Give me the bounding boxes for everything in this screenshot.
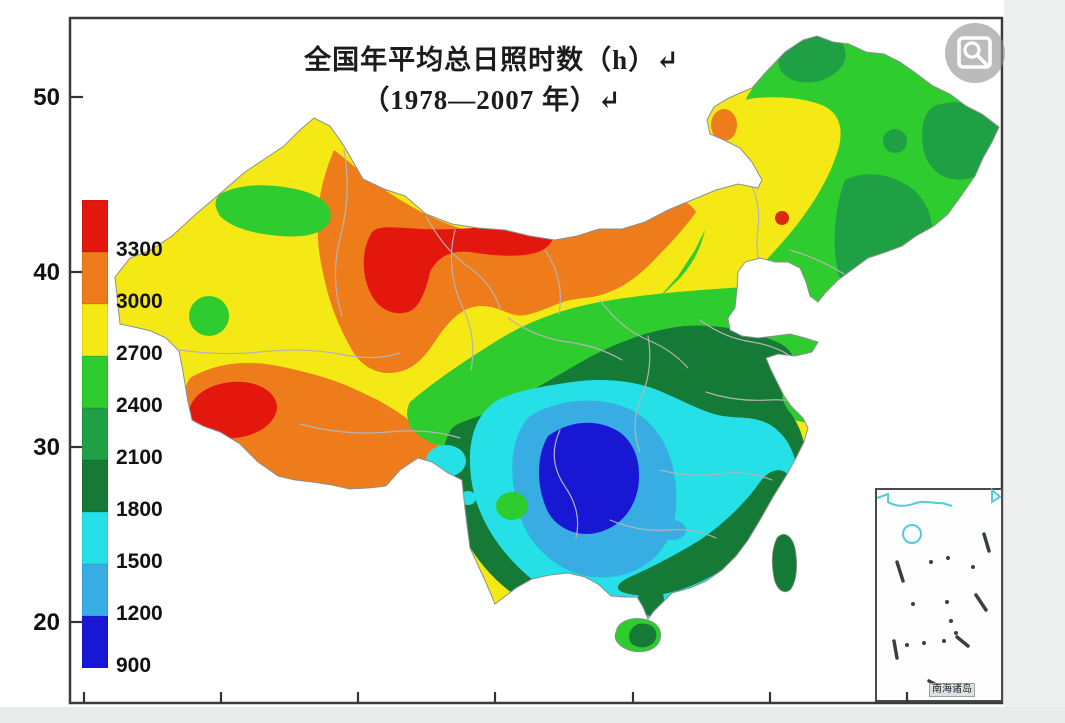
inset-coastline	[876, 487, 1002, 544]
image-search-icon	[957, 36, 992, 69]
legend-segment	[82, 564, 108, 616]
zone-xinjiang-green-patch	[215, 185, 331, 237]
legend: 3300 3000 2700 2400 2100 1800 1500 1200 900	[82, 200, 202, 677]
zone-manchuria-yellow-wedge	[575, 97, 841, 375]
legend-segment	[82, 304, 108, 356]
taiwan-island	[771, 534, 798, 593]
legend-label: 2400	[116, 394, 163, 417]
y-axis-label-40: 40	[33, 259, 60, 286]
image-search-button[interactable]	[945, 23, 1005, 83]
y-axis-label-20: 20	[33, 609, 60, 636]
y-axis-label-30: 30	[33, 434, 60, 461]
inset-caption: 南海诸岛	[929, 683, 975, 697]
map-title-line2: （1978—2007 年）↵	[362, 85, 622, 115]
zone-ne-orange-patch	[711, 109, 737, 141]
legend-label: 1800	[116, 498, 163, 521]
hainan-island	[614, 618, 662, 653]
legend-label: 3300	[116, 238, 163, 261]
legend-segment	[82, 356, 108, 408]
zone-tibet-red-spot	[189, 381, 277, 439]
legend-label: 1200	[116, 602, 163, 625]
zone-green-spot-south	[496, 492, 528, 520]
zone-ne-red-dot	[775, 211, 789, 225]
zone-se-coast-darkgreen	[617, 470, 792, 596]
bottom-margin	[0, 707, 1065, 723]
legend-label: 3000	[116, 290, 163, 313]
map-title-line1: 全国年平均总日照时数（h）↵	[304, 45, 680, 75]
south-china-sea-inset	[875, 487, 1003, 702]
legend-label: 2700	[116, 342, 163, 365]
legend-segment	[82, 408, 108, 460]
zone-red-core	[363, 221, 554, 314]
inset-island-dashes	[892, 532, 991, 689]
legend-label: 2100	[116, 446, 163, 469]
axis-ticks	[71, 95, 909, 702]
legend-segment	[82, 460, 108, 512]
right-margin	[1004, 0, 1065, 723]
legend-segment	[82, 200, 108, 252]
zone-orange-band	[317, 150, 696, 374]
legend-label: 1500	[116, 550, 163, 573]
y-axis-label-50: 50	[33, 84, 60, 111]
legend-segment	[82, 616, 108, 668]
inset-island-dots	[905, 556, 975, 647]
legend-label: 900	[116, 654, 152, 677]
legend-segment	[82, 252, 108, 304]
mainland-outline	[114, 35, 1000, 620]
legend-segment	[82, 512, 108, 564]
zone-xinjiang-green-dot	[189, 296, 229, 336]
zone-skyblue-patch-1	[600, 543, 644, 569]
zone-blue-core	[538, 422, 640, 534]
province-borders	[179, 149, 845, 539]
